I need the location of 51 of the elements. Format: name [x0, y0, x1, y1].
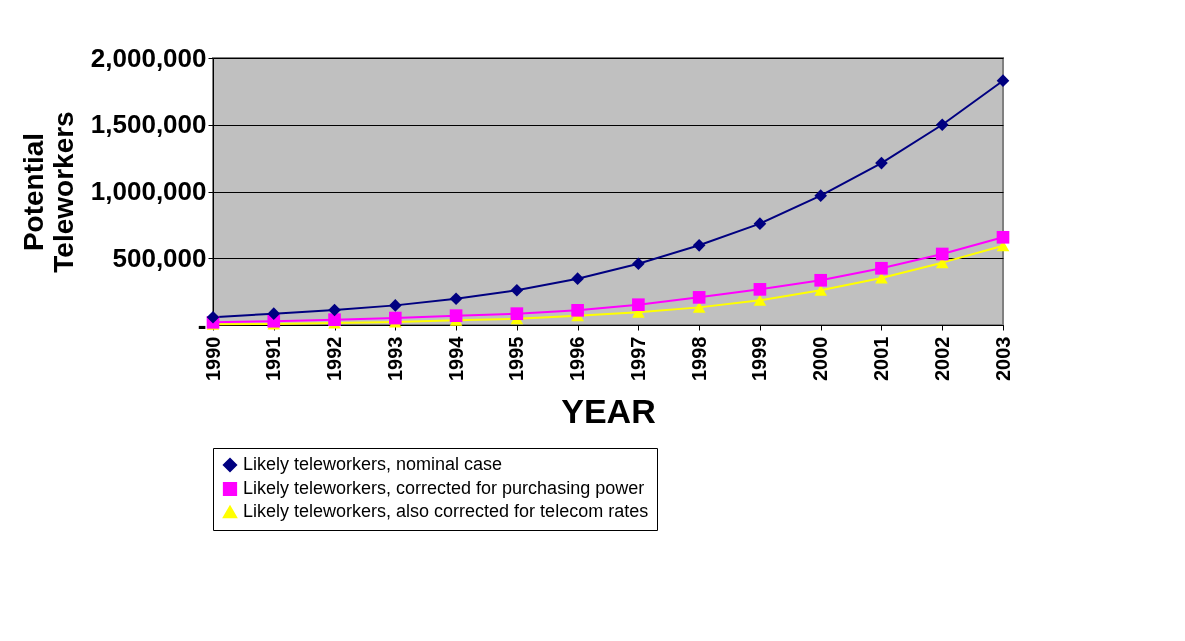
point — [935, 118, 949, 132]
point — [692, 301, 706, 313]
x-tick-label: 2000 — [809, 336, 832, 381]
x-tick-label: 1994 — [444, 335, 467, 381]
point — [935, 247, 949, 261]
point — [753, 217, 767, 230]
point — [875, 156, 888, 170]
point — [388, 299, 402, 312]
point — [571, 272, 584, 285]
point — [814, 284, 828, 296]
x-tick-label: 1992 — [323, 336, 346, 381]
x-tick-label: 1991 — [262, 336, 285, 381]
x-tick-label: 1997 — [626, 336, 649, 381]
legend-label: Likely teleworkers, also corrected for telecom rates — [243, 501, 649, 521]
point — [875, 261, 888, 275]
point — [388, 311, 402, 325]
x-tick-label: 2001 — [869, 336, 892, 381]
point — [692, 238, 706, 252]
point — [328, 303, 341, 317]
y-tick-label: 2,000,000 — [90, 42, 207, 73]
point — [814, 189, 828, 202]
point — [814, 273, 828, 287]
point — [632, 298, 645, 312]
x-tick-label: 1995 — [505, 336, 528, 381]
x-tick-label: 2003 — [991, 336, 1014, 381]
point — [632, 257, 645, 271]
x-tick-label: 1998 — [687, 336, 710, 381]
y-tick-label: 1,000,000 — [90, 176, 207, 206]
point — [996, 230, 1010, 244]
x-tick-label: 1999 — [748, 336, 771, 381]
point — [753, 294, 767, 306]
legend-label: Likely teleworkers, nominal case — [243, 454, 503, 474]
point — [692, 291, 706, 304]
x-axis-title: YEAR — [561, 391, 656, 430]
x-tick-label: 1993 — [383, 336, 406, 381]
point — [571, 303, 584, 317]
point — [449, 309, 463, 322]
x-tick-label: 1996 — [566, 336, 589, 381]
point — [996, 74, 1010, 88]
x-tick-label: 2002 — [930, 336, 953, 381]
point — [267, 307, 281, 320]
point — [449, 292, 463, 306]
y-tick-label: 500,000 — [112, 242, 207, 273]
point — [510, 307, 524, 320]
y-tick-label: 1,500,000 — [90, 109, 207, 140]
point — [753, 283, 767, 296]
point — [510, 283, 524, 297]
legend-label: Likely teleworkers, corrected for purchasing power — [243, 478, 645, 498]
y-axis-title: Potential Teleworkers — [17, 111, 79, 273]
point — [206, 310, 220, 324]
point — [328, 313, 341, 326]
